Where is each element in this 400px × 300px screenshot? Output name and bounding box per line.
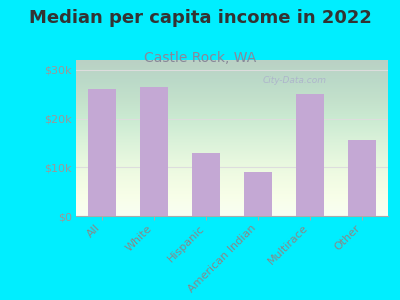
- Bar: [192, 153, 220, 216]
- Bar: [140, 87, 168, 216]
- Bar: [244, 172, 272, 216]
- Bar: [296, 94, 324, 216]
- Bar: [348, 140, 376, 216]
- Text: Castle Rock, WA: Castle Rock, WA: [144, 51, 256, 65]
- Text: Median per capita income in 2022: Median per capita income in 2022: [28, 9, 372, 27]
- Bar: [88, 89, 116, 216]
- Text: City-Data.com: City-Data.com: [262, 76, 326, 85]
